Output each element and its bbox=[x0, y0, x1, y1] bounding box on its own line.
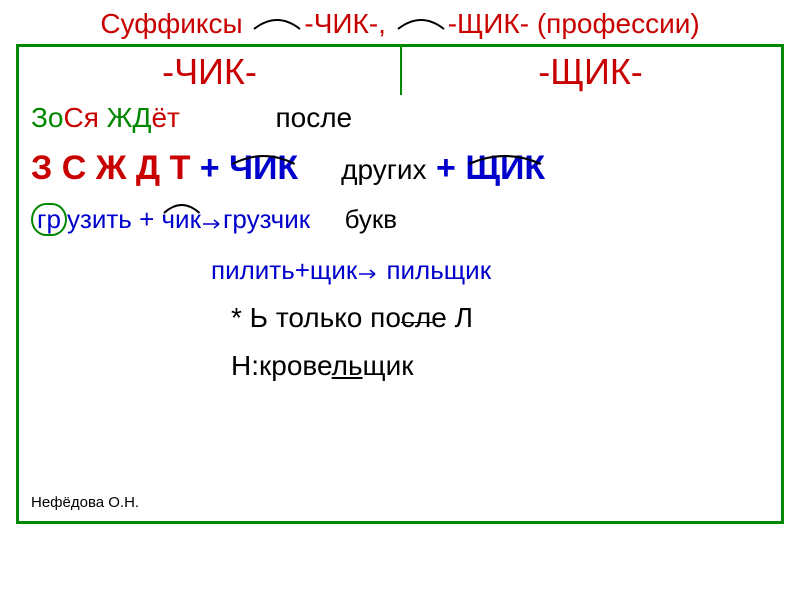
note1-line: * Ь только после Л bbox=[31, 297, 769, 339]
hat-icon bbox=[229, 129, 298, 143]
ex1-gruzchik: грузчик bbox=[223, 204, 310, 234]
rule-plus1: + bbox=[190, 149, 229, 187]
rule-letters: З С Ж Д Т bbox=[31, 149, 190, 187]
ex1-bukv: букв bbox=[345, 204, 398, 234]
ex1-gruzit: грузить bbox=[31, 204, 132, 234]
note2-underline: ль bbox=[332, 350, 363, 381]
header-right: -ЩИК- bbox=[400, 47, 781, 97]
ex2-b: пильщик bbox=[379, 255, 491, 285]
note2-suffix: щик bbox=[363, 350, 414, 381]
table-content: ЗоСя ЖДёт после З С Ж Д Т + ЧИК других +… bbox=[19, 97, 781, 387]
arrow-icon bbox=[357, 252, 379, 291]
rules-table: -ЧИК- -ЩИК- ЗоСя ЖДёт после З С Ж Д Т + … bbox=[16, 44, 784, 524]
title-sep: , bbox=[378, 8, 394, 39]
note1-posle: после bbox=[370, 297, 447, 339]
mnemonic-zo: Зо bbox=[31, 102, 63, 133]
note1-star: * Ь bbox=[231, 302, 268, 333]
circle-icon: гр bbox=[31, 203, 67, 236]
rule-line: З С Ж Д Т + ЧИК других + ЩИК bbox=[31, 143, 769, 194]
note1-l: Л bbox=[447, 302, 473, 333]
note1-mid: только bbox=[268, 302, 370, 333]
arrow-icon bbox=[201, 202, 223, 241]
note2-line: Н:кровельщик bbox=[31, 345, 769, 387]
hat-icon bbox=[396, 13, 446, 33]
example1-line: грузить + чикгрузчик букв bbox=[31, 200, 769, 241]
ex2-a: пилить+щик bbox=[211, 255, 357, 285]
hat-icon bbox=[162, 186, 201, 200]
rule-plus2: + bbox=[436, 149, 465, 187]
title-chik: -ЧИК- bbox=[304, 8, 378, 39]
mnemonic-line: ЗоСя ЖДёт после bbox=[31, 97, 769, 139]
header-left: -ЧИК- bbox=[19, 47, 400, 97]
mnemonic-zhd: ЖД bbox=[99, 102, 152, 133]
rule-drugih: других bbox=[341, 154, 426, 185]
hat-icon bbox=[252, 13, 302, 33]
title-prefix: Суффиксы bbox=[100, 8, 250, 39]
ex1-plus: + bbox=[132, 204, 162, 234]
page-title: Суффиксы -ЧИК-, -ЩИК- (профессии) bbox=[0, 0, 800, 44]
mnemonic-sya: Ся bbox=[63, 102, 98, 133]
table-divider bbox=[400, 47, 402, 95]
title-paren: (профессии) bbox=[529, 8, 700, 39]
author-label: Нефёдова О.Н. bbox=[31, 494, 139, 511]
example2-line: пилить+щик пильщик bbox=[31, 251, 769, 292]
hat-icon bbox=[465, 129, 545, 143]
mnemonic-yot: ёт bbox=[151, 102, 179, 133]
note2-prefix: Н:крове bbox=[231, 350, 332, 381]
title-schik: -ЩИК- bbox=[448, 8, 529, 39]
